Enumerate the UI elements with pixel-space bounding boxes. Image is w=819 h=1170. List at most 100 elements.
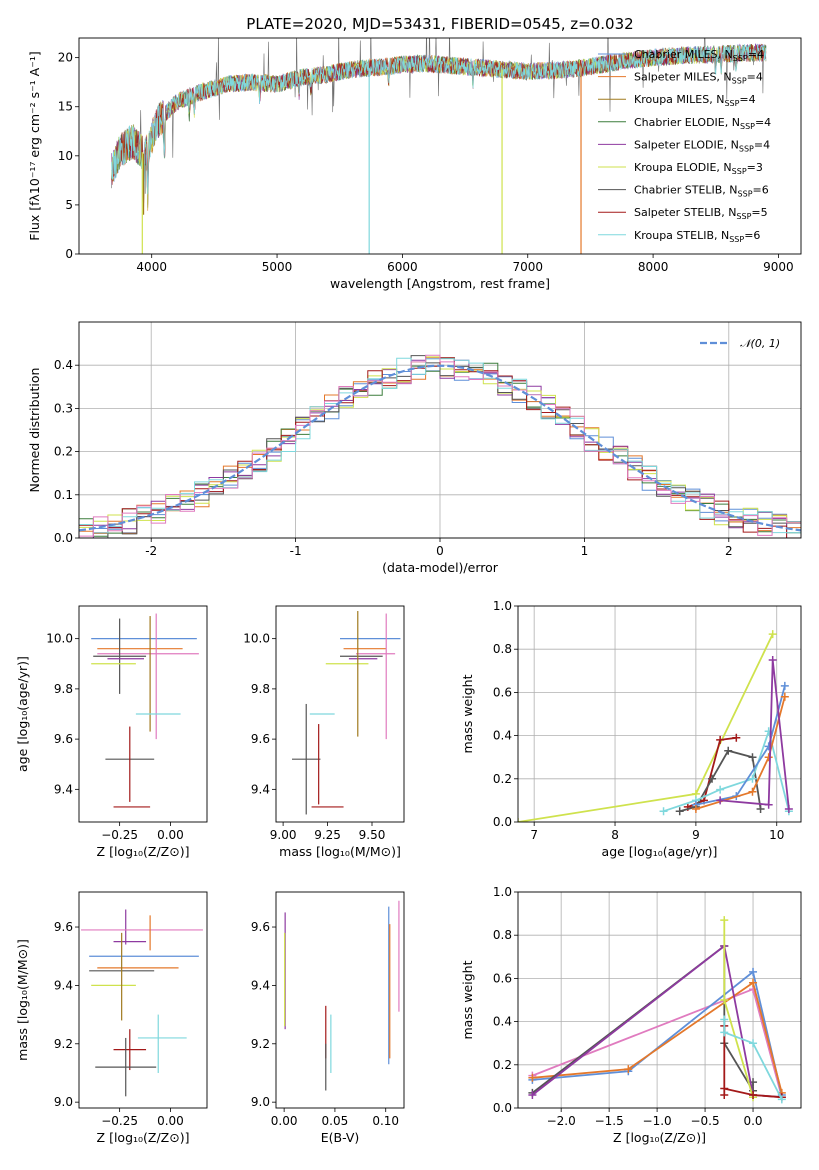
y-tick-label: 0	[65, 247, 73, 261]
y-tick-label: 9.2	[54, 1037, 73, 1051]
legend-label: Kroupa MILES, NSSP=4	[634, 93, 756, 108]
y-axis-label: Normed distribution	[27, 368, 42, 493]
axes: 0.00 0.05 0.10 9.0 9.2 9.4 9.6 E(B-V)	[251, 891, 405, 1145]
axes: 4000 5000 6000 7000 8000 9000 0 5 10 15 20 waveleng…	[27, 37, 802, 291]
axes: −2.0 −1.5 −1.0 −0.5 0.0 0.0 0.2 0.4 0.6 0.8 1.0 Z […	[460, 885, 802, 1145]
weight-marker	[724, 746, 733, 755]
x-tick-label: 7000	[512, 260, 543, 274]
legend-label-tail: =4	[739, 93, 755, 106]
residuals-panel: -2 -1 0 1 2 0.0 0.1 0.2 0.3 0.4 (data-model)/error…	[27, 321, 802, 575]
legend-label: Chabrier STELIB, NSSP=6	[634, 184, 769, 199]
weight-marker	[764, 753, 773, 762]
legend-label-main: Chabrier ELODIE, N	[634, 116, 740, 129]
axes: −0.25 0.00 9.4 9.6 9.8 10.0 Z [log₁₀(Z/Z⊙)] age…	[15, 605, 208, 859]
mass-vs-extinction-panel: 0.00 0.05 0.10 9.0 9.2 9.4 9.6 E(B-V)	[251, 891, 405, 1145]
x-axis-label: E(B-V)	[321, 1130, 360, 1145]
y-tick-label: 0.6	[493, 971, 512, 985]
axes-frame	[275, 891, 405, 1109]
gaussian-curve	[79, 364, 801, 532]
legend-label-sub: SSP	[736, 212, 751, 221]
y-tick-label: 9.4	[54, 782, 73, 796]
weight-marker	[708, 774, 717, 783]
weight-line	[687, 736, 737, 808]
age-vs-mass-panel: 9.00 9.25 9.50 9.4 9.6 9.8 10.0 mass [log₁₀(M/M…	[243, 605, 405, 859]
weight-marker	[784, 805, 793, 814]
weight-marker	[768, 656, 777, 664]
grid	[79, 322, 801, 539]
legend-label-tail: =4	[747, 71, 763, 84]
y-tick-label: 20	[58, 51, 73, 65]
x-tick-label: 0.00	[157, 1114, 184, 1128]
legend-label: 𝒩(0, 1)	[740, 337, 780, 350]
y-tick-label: 9.8	[54, 682, 73, 696]
weight-marker	[732, 733, 741, 742]
y-tick-label: 0.1	[54, 488, 73, 502]
x-tick-label: 9.00	[270, 828, 297, 842]
x-tick-label: 5000	[262, 260, 293, 274]
plot-area	[518, 630, 793, 822]
y-axis-label: mass weight	[460, 960, 475, 1039]
y-axis-label: mass weight	[460, 674, 475, 753]
y-tick-label: 1.0	[493, 599, 512, 613]
x-tick-label: 9.25	[314, 828, 341, 842]
legend-label-tail: =4	[754, 138, 770, 151]
plot-area	[292, 611, 401, 815]
y-tick-label: 0.3	[54, 401, 73, 415]
y-tick-label: 1.0	[493, 885, 512, 899]
y-tick-label: 9.0	[251, 1095, 270, 1109]
x-tick-label: 6000	[387, 260, 418, 274]
weight-marker	[756, 805, 765, 814]
x-tick-label: −0.25	[101, 828, 138, 842]
x-tick-label: -1	[290, 544, 302, 558]
weight-marker	[720, 1084, 729, 1093]
plot-area	[111, 38, 767, 254]
x-tick-label: 0.00	[271, 1114, 298, 1128]
y-tick-label: 0.4	[493, 729, 512, 743]
x-tick-label: -2	[145, 544, 157, 558]
weight-line	[723, 1019, 783, 1100]
x-tick-label: 0.00	[157, 828, 184, 842]
x-tick-label: 9.50	[359, 828, 386, 842]
legend-label-sub: SSP	[729, 235, 744, 244]
residual-histogram	[79, 354, 801, 537]
y-tick-label: 9.4	[54, 978, 73, 992]
y-tick-label: 0.4	[493, 1015, 512, 1029]
weight-line	[532, 970, 783, 1096]
weight-line	[531, 944, 754, 1094]
weight-marker	[720, 916, 729, 925]
legend-label-tail: =5	[751, 206, 767, 219]
weight-marker	[624, 1065, 633, 1074]
x-tick-label: 0.10	[372, 1114, 399, 1128]
x-tick-label: 8000	[638, 260, 669, 274]
axes-frame	[78, 891, 208, 1109]
legend-label-main: Salpeter MILES, N	[634, 71, 732, 84]
weight-marker	[748, 774, 757, 783]
legend-label: Chabrier ELODIE, NSSP=4	[634, 116, 771, 131]
weight-marker	[777, 1095, 786, 1104]
weight-line	[695, 685, 786, 806]
y-axis-label: age [log₁₀(age/yr)]	[15, 656, 30, 772]
plot-area	[528, 916, 786, 1104]
mass-vs-metallicity-panel: −0.25 0.00 9.0 9.2 9.4 9.6 Z [log₁₀(Z/Z⊙)] mass…	[15, 891, 208, 1145]
weight-marker	[748, 753, 757, 762]
legend-label-main: Chabrier MILES, N	[634, 48, 733, 61]
weight-marker	[749, 1039, 758, 1048]
y-tick-label: 9.6	[251, 920, 270, 934]
weight-marker	[764, 800, 773, 809]
y-tick-label: 0.2	[493, 772, 512, 786]
weight-marker	[749, 967, 758, 976]
legend-label-tail: =6	[744, 229, 760, 242]
weight-marker	[748, 787, 757, 796]
weight-vs-age-panel: 7 8 9 10 0.0 0.2 0.4 0.6 0.8 1.0 age [log₁₀(age/yr…	[460, 599, 802, 859]
axes-frame	[517, 891, 802, 1109]
weight-marker	[716, 785, 725, 794]
x-tick-label: 9	[692, 828, 700, 842]
grid	[518, 605, 801, 823]
x-tick-label: 9000	[763, 260, 794, 274]
legend-label: Chabrier MILES, NSSP=4	[634, 48, 764, 63]
weight-marker	[768, 630, 777, 639]
y-axis-label: mass [log₁₀(M/M⊙)]	[15, 939, 30, 1061]
weight-marker	[720, 996, 729, 1004]
figure-title: PLATE=2020, MJD=53431, FIBERID=0545, z=0…	[246, 15, 633, 33]
